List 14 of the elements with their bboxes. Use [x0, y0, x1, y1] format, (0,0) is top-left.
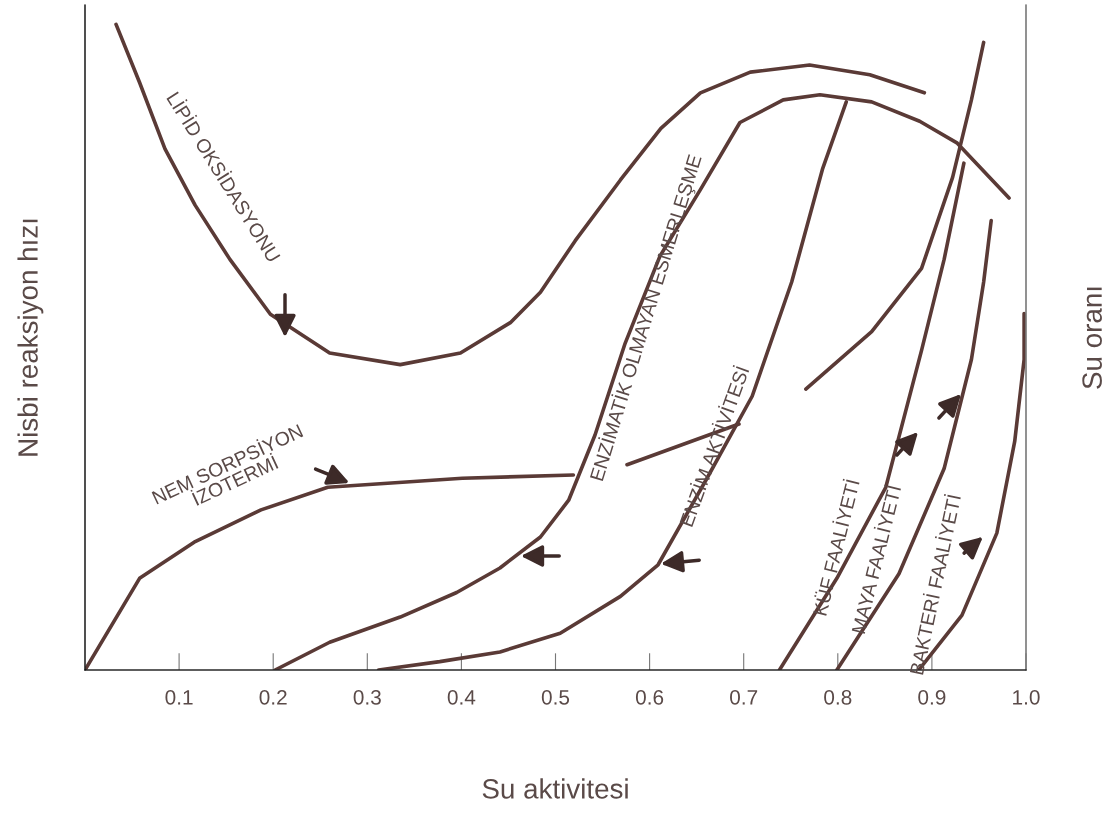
x-tick-label: 0.5 — [541, 689, 570, 705]
x-tick-label: 0.1 — [165, 689, 193, 705]
x-tick-label: 0.4 — [447, 689, 476, 705]
x-tick-label: 1.0 — [1013, 689, 1040, 705]
y2-axis-title: Su oranı — [1082, 287, 1102, 389]
x-tick-label: 0.8 — [824, 689, 852, 705]
x-axis-title: Su aktivitesi — [482, 778, 628, 799]
x-tick-label: 0.7 — [730, 689, 758, 705]
annotation: BAKTERİ FAALİYETİ — [906, 493, 961, 675]
x-tick-label: 0.2 — [259, 689, 287, 705]
x-tick-label: 0.3 — [353, 689, 381, 705]
y-axis-title: Nisbi reaksiyon hızı — [17, 219, 44, 456]
x-tick-label: 0.9 — [918, 689, 946, 705]
x-tick-label: 0.6 — [635, 689, 664, 705]
